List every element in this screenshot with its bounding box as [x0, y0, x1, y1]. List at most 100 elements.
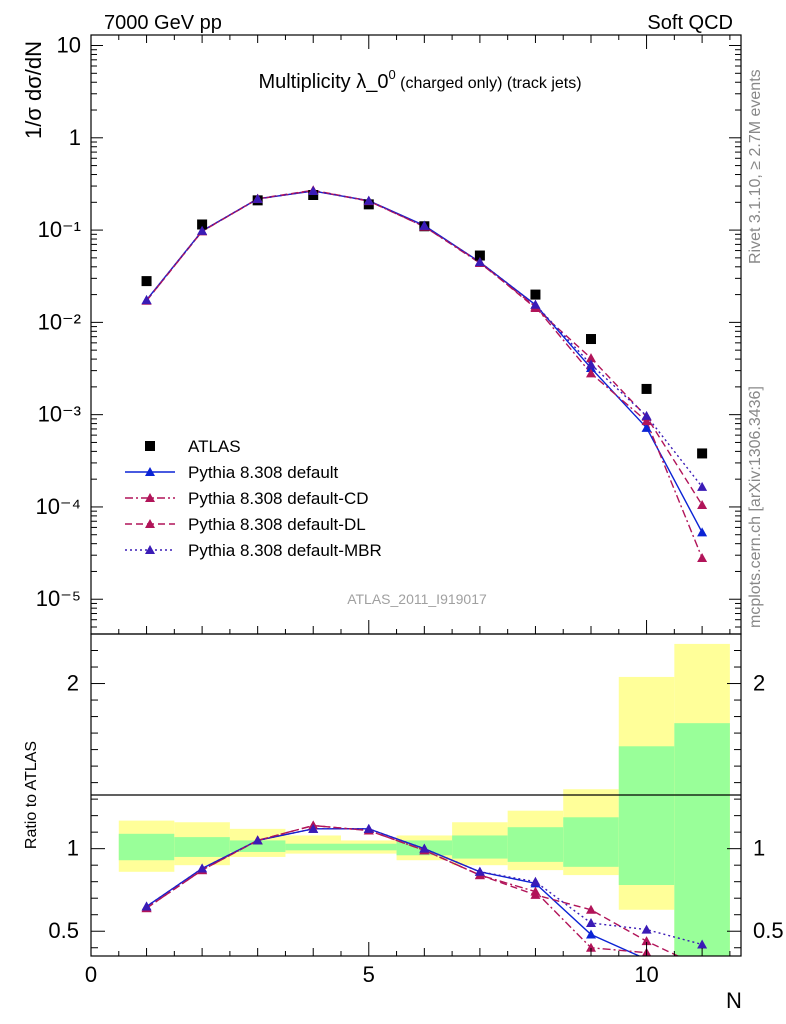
- x-tick-label: 0: [85, 962, 97, 987]
- ratio-point-pythia-8-308-default-cd: [697, 996, 707, 1005]
- top-y-tick-label: 10⁻³: [38, 402, 81, 427]
- axes-layer: 10 1 10⁻¹ 10⁻² 10⁻³ 10⁻⁴ 10⁻⁵ 0 5 10 0.5 0.5 1 1 2 2: [35, 33, 783, 987]
- ratio-point-pythia-8-308-default-dl: [530, 889, 541, 899]
- ratio-y-tick-label: 1: [67, 836, 79, 861]
- ratio-y-tick-label-right: 0.5: [753, 918, 784, 943]
- ratio-band-green: [285, 843, 341, 851]
- ratio-point-pythia-8-308-default-mbr: [363, 823, 374, 833]
- ratio-band-green: [563, 817, 619, 867]
- ratio-point-pythia-8-308-default-mbr: [197, 863, 208, 873]
- x-tick-label: 10: [634, 962, 658, 987]
- series-line-pythia-8-308-default-dl: [146, 189, 703, 506]
- data-point-pythia-8-308-default: [697, 527, 708, 537]
- data-point-atlas: [530, 289, 541, 300]
- ratio-point-pythia-8-308-default-mbr: [474, 866, 485, 876]
- ratio-y-tick-label-right: 1: [753, 836, 765, 861]
- ratio-series-layer: [141, 820, 708, 1005]
- top-y-tick-label: 10⁻⁴: [35, 494, 81, 519]
- data-point-atlas: [697, 448, 708, 459]
- ratio-band-green: [618, 746, 675, 885]
- header-energy: 7000 GeV pp: [104, 12, 222, 34]
- data-point-atlas: [197, 219, 208, 230]
- ratio-point-pythia-8-308-default-dl: [641, 936, 652, 946]
- legend-marker-pythia-8-308-default-cd: [145, 493, 155, 502]
- data-point-atlas: [641, 383, 652, 394]
- top-y-tick-label: 10⁻²: [38, 309, 81, 334]
- ratio-point-pythia-8-308-default-mbr: [697, 939, 708, 949]
- rivet-version-label: Rivet 3.1.10, ≥ 2.7M events: [747, 69, 764, 264]
- ratio-y-tick-label: 2: [67, 671, 79, 696]
- legend-marker-atlas: [145, 441, 155, 451]
- ratio-plot-frame: [90, 633, 742, 957]
- chart-title-sup: 0: [388, 67, 395, 82]
- top-y-axis-label: 1/σ dσ/dN: [21, 41, 46, 139]
- chart-title: Multiplicity λ_00 (charged only) (track …: [258, 67, 581, 93]
- top-y-tick-label: 1: [69, 125, 81, 150]
- x-axis-label: N: [726, 988, 742, 1013]
- chart-title-main: Multiplicity λ_0: [258, 71, 388, 93]
- ratio-point-pythia-8-308-default-mbr: [586, 917, 596, 927]
- ratio-y-tick-label-right: 2: [753, 671, 765, 696]
- legend-label-pythia-8-308-default-dl: Pythia 8.308 default-DL: [188, 515, 366, 534]
- ratio-band-green: [341, 843, 397, 851]
- ratio-band-green: [674, 723, 730, 956]
- ratio-point-pythia-8-308-default-mbr: [419, 843, 430, 853]
- data-point-pythia-8-308-default-mbr: [141, 295, 152, 305]
- data-point-pythia-8-308-default-cd: [697, 552, 708, 562]
- ratio-line-pythia-8-308-default-cd: [146, 824, 652, 956]
- ratio-band-green: [118, 833, 175, 861]
- data-point-atlas: [141, 276, 152, 287]
- data-point-pythia-8-308-default-mbr: [530, 299, 541, 309]
- chart-title-sub: (charged only) (track jets): [396, 75, 582, 92]
- legend-marker-pythia-8-308-default: [145, 467, 155, 476]
- data-point-pythia-8-308-default-mbr: [363, 195, 374, 205]
- data-point-pythia-8-308-default-mbr: [586, 359, 596, 369]
- data-point-pythia-8-308-default-mbr: [641, 410, 652, 420]
- ratio-point-pythia-8-308-default-mbr: [641, 924, 652, 934]
- ratio-point-pythia-8-308-default: [586, 929, 596, 939]
- ratio-y-axis-label: Ratio to ATLAS: [23, 741, 40, 849]
- ratio-band-green: [452, 835, 508, 859]
- top-y-tick-label: 10⁻¹: [38, 217, 81, 242]
- data-point-pythia-8-308-default-mbr: [308, 185, 319, 195]
- top-y-tick-label: 10: [57, 33, 81, 58]
- data-point-pythia-8-308-default-dl: [697, 499, 708, 509]
- ratio-point-pythia-8-308-default-mbr: [141, 901, 152, 911]
- x-tick-label: 5: [363, 962, 375, 987]
- legend-marker-pythia-8-308-default-dl: [145, 519, 155, 528]
- data-point-pythia-8-308-default-mbr: [197, 225, 208, 235]
- top-series-layer: [141, 185, 708, 562]
- ratio-band-green: [174, 837, 230, 857]
- ratio-point-pythia-8-308-default-dl: [697, 963, 707, 972]
- legend-label-pythia-8-308-default-mbr: Pythia 8.308 default-MBR: [188, 541, 382, 560]
- data-point-pythia-8-308-default-mbr: [419, 220, 430, 230]
- ratio-point-pythia-8-308-default-mbr: [530, 876, 541, 886]
- ratio-point-pythia-8-308-default-dl: [586, 904, 596, 914]
- legend-label-atlas: ATLAS: [188, 437, 241, 456]
- analysis-watermark: ATLAS_2011_I919017: [347, 591, 487, 607]
- data-point-pythia-8-308-default-dl: [586, 353, 596, 363]
- legend-marker-pythia-8-308-default-mbr: [145, 545, 155, 554]
- legend: ATLAS Pythia 8.308 default Pythia 8.308 de…: [125, 437, 382, 560]
- data-point-pythia-8-308-default: [641, 422, 652, 432]
- ratio-band-green: [229, 840, 286, 852]
- data-point-pythia-8-308-default-mbr: [252, 193, 263, 203]
- data-point-pythia-8-308-default-mbr: [697, 481, 708, 491]
- ratio-point-pythia-8-308-default: [697, 986, 707, 995]
- ratio-point-pythia-8-308-default-mbr: [308, 823, 319, 833]
- ratio-point-pythia-8-308-default-cd: [586, 942, 596, 952]
- header-process: Soft QCD: [647, 12, 733, 34]
- ratio-y-tick-label: 0.5: [48, 918, 79, 943]
- ratio-point-pythia-8-308-default-mbr: [252, 835, 263, 845]
- data-point-pythia-8-308-default-mbr: [474, 257, 485, 267]
- legend-label-pythia-8-308-default-cd: Pythia 8.308 default-CD: [188, 489, 369, 508]
- legend-label-pythia-8-308-default: Pythia 8.308 default: [188, 463, 339, 482]
- ratio-band-green: [507, 827, 564, 862]
- data-point-atlas: [586, 334, 596, 345]
- top-y-tick-label: 10⁻⁵: [36, 586, 81, 611]
- data-point-pythia-8-308-default-cd: [586, 368, 596, 378]
- mcplots-credit-label: mcplots.cern.ch [arXiv:1306.3436]: [747, 386, 764, 628]
- data-point-atlas: [474, 250, 485, 261]
- ratio-uncertainty-bands: [118, 643, 730, 956]
